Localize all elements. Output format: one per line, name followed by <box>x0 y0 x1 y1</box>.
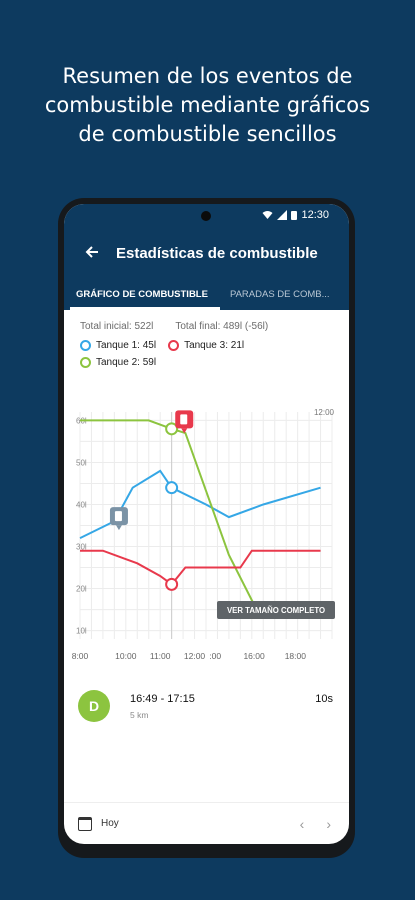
fuel-chart[interactable]: 60l 50l 40l 30l 20l 10l 8:00 10:00 11:00 12:00:00… <box>64 394 349 664</box>
trip-distance: 5 km <box>130 710 149 720</box>
x-tick-label: 18:00 <box>285 651 307 661</box>
view-full-size-label: VER TAMAÑO COMPLETO <box>227 606 325 615</box>
driver-avatar: D <box>78 690 110 722</box>
signal-icon <box>277 210 288 220</box>
x-tick-label: 8:00 <box>72 651 89 661</box>
phone-screen: 12:30 Estadísticas de combustible GRÁFIC… <box>64 204 349 844</box>
legend-tank-1-label: Tanque 1: 45l <box>96 340 157 351</box>
chart-legend: Tanque 1: 45l Tanque 3: 21l Tanque 2: 59… <box>64 332 349 368</box>
fuel-event-pointer <box>181 428 188 434</box>
promo-line-3: de combustible sencillos <box>78 122 337 146</box>
calendar-icon[interactable] <box>78 816 92 831</box>
battery-icon <box>291 211 298 220</box>
x-tick-label: :00 <box>209 651 221 661</box>
status-bar: 12:30 <box>64 204 349 228</box>
app-bar: Estadísticas de combustible <box>64 228 349 279</box>
highlight-point <box>165 481 179 495</box>
y-tick-label: 50l <box>76 458 87 467</box>
legend-tank-1[interactable]: Tanque 1: 45l <box>80 340 156 351</box>
series-line-tanque-2 <box>80 419 260 615</box>
camera-icon <box>201 211 211 221</box>
tab-fuel-chart[interactable]: GRÁFICO DE COMBUSTIBLE <box>64 279 220 310</box>
wifi-icon <box>262 211 273 219</box>
highlight-point <box>165 422 179 436</box>
date-bar: Hoy ‹ › <box>64 802 349 844</box>
final-total: Total final: 489l (-56l) <box>175 321 269 332</box>
y-tick-label: 30l <box>76 543 87 552</box>
chevron-left-icon[interactable]: ‹ <box>299 815 305 832</box>
view-full-size-button <box>217 601 335 619</box>
highlight-point <box>165 577 179 591</box>
legend-tank-3-label: Tanque 3: 21l <box>184 340 245 351</box>
legend-tank-2[interactable]: Tanque 2: 59l <box>80 357 156 368</box>
y-tick-label: 20l <box>76 585 87 594</box>
page-title: Estadísticas de combustible <box>116 245 318 262</box>
trip-duration: 10s <box>315 693 333 705</box>
promo-heading: Resumen de los eventos de combustible me… <box>0 62 415 149</box>
tab-fuel-stops[interactable]: PARADAS DE COMB... <box>229 289 330 300</box>
x-tick-label: 10:00 <box>115 651 137 661</box>
x-tick-label: 16:00 <box>243 651 265 661</box>
status-icons: 12:30 <box>262 209 329 221</box>
status-time: 12:30 <box>301 209 329 221</box>
fuel-event-pointer <box>115 525 122 531</box>
promo-line-1: Resumen de los eventos de <box>62 64 353 88</box>
trip-item[interactable]: D 16:49 - 17:15 5 km 10s <box>64 684 349 734</box>
legend-tank-2-label: Tanque 2: 59l <box>96 357 157 368</box>
series-line-tanque-3 <box>80 549 321 586</box>
fuel-summary: Total inicial: 522l Total final: 489l (-… <box>64 310 349 332</box>
date-label[interactable]: Hoy <box>101 818 119 829</box>
tank-2-marker-icon <box>80 357 91 368</box>
tab-bar: GRÁFICO DE COMBUSTIBLE PARADAS DE COMB..… <box>64 279 349 310</box>
initial-total: Total inicial: 522l <box>80 321 154 332</box>
arrow-back-icon[interactable] <box>64 243 116 264</box>
x-tick-label: 11:00 <box>150 651 171 661</box>
y-tick-label: 40l <box>76 500 87 509</box>
fuel-pump-icon <box>180 414 188 425</box>
tank-1-marker-icon <box>80 340 91 351</box>
y-tick-label: 10l <box>76 627 87 636</box>
chevron-right-icon[interactable]: › <box>326 815 331 832</box>
trip-time-range: 16:49 - 17:15 <box>130 693 195 705</box>
legend-tank-3[interactable]: Tanque 3: 21l <box>168 340 244 351</box>
fuel-pump-icon <box>114 511 122 522</box>
promo-line-2: combustible mediante gráficos <box>44 93 371 117</box>
tank-3-marker-icon <box>168 340 180 351</box>
time-marker-label: 12:00 <box>314 408 335 417</box>
x-tick-label: 12:00 <box>184 651 206 661</box>
